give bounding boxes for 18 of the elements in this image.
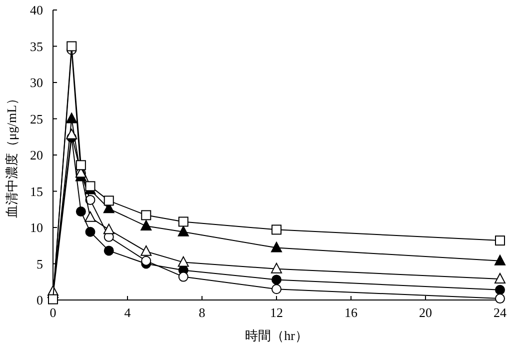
- x-tick-label: 12: [270, 305, 283, 320]
- x-tick-label: 0: [50, 305, 56, 320]
- x-tick-label: 4: [124, 305, 132, 320]
- y-tick-label: 10: [30, 220, 43, 235]
- x-tick-label: 16: [344, 305, 358, 320]
- y-tick-label: 20: [30, 148, 43, 162]
- y-tick-label: 30: [30, 75, 43, 90]
- x-tick-label: 24: [494, 305, 507, 320]
- y-axis-title: 血清中濃度（μg/mL）: [4, 92, 19, 218]
- y-tick-label: 25: [30, 111, 43, 126]
- y-tick-label: 0: [36, 292, 43, 308]
- x-axis-title: 時間（hr）: [245, 328, 308, 343]
- y-tick-label: 35: [30, 38, 43, 54]
- y-tick-label: 40: [30, 2, 43, 18]
- x-tick-label: 20: [419, 305, 432, 320]
- x-tick-label: 8: [198, 305, 206, 320]
- y-tick-label: 15: [30, 184, 43, 199]
- y-tick-label: 5: [36, 256, 43, 272]
